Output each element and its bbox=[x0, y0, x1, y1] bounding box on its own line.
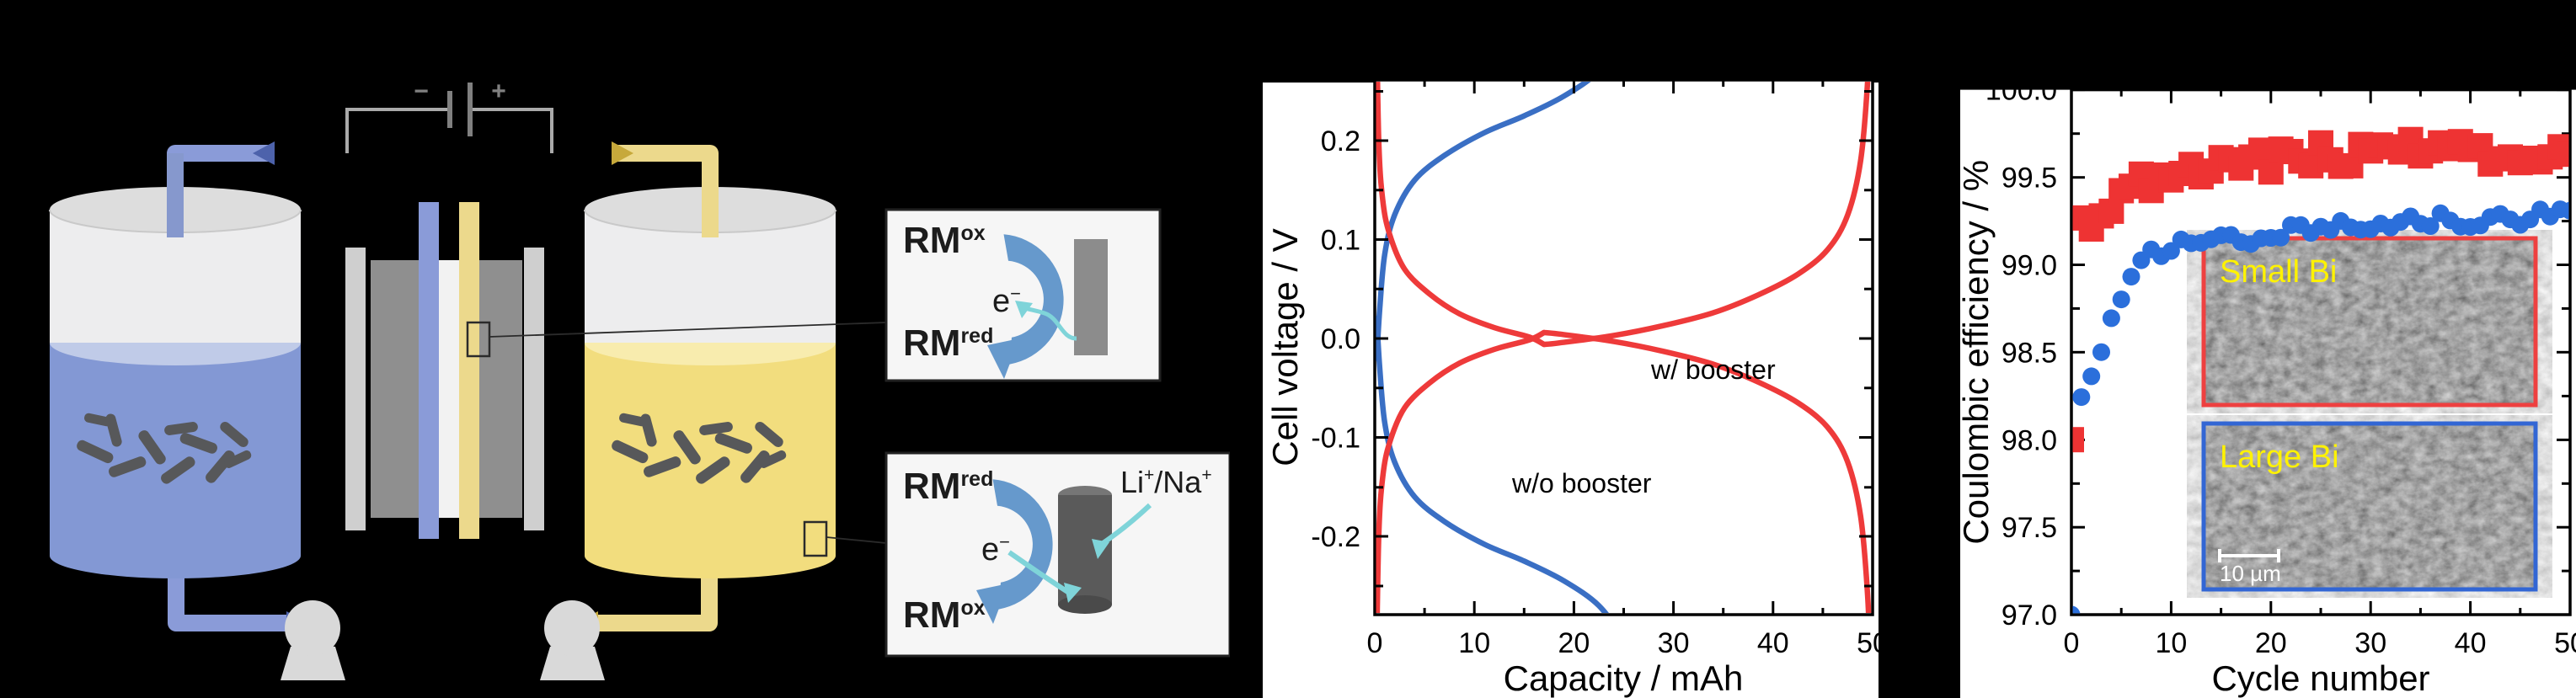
svg-text:0.2: 0.2 bbox=[1321, 125, 1360, 157]
svg-text:30: 30 bbox=[1658, 627, 1690, 659]
svg-text:w/ booster: w/ booster bbox=[1650, 354, 1776, 385]
svg-text:10 µm: 10 µm bbox=[2220, 561, 2281, 586]
svg-text:0: 0 bbox=[1367, 627, 1383, 659]
svg-text:0: 0 bbox=[2064, 627, 2080, 659]
svg-text:0.0: 0.0 bbox=[1321, 323, 1360, 355]
svg-text:Cell voltage / V: Cell voltage / V bbox=[1265, 228, 1305, 466]
svg-text:Small Bi: Small Bi bbox=[2220, 254, 2337, 290]
svg-text:98.5: 98.5 bbox=[2001, 337, 2057, 369]
svg-text:Capacity / mAh: Capacity / mAh bbox=[1504, 658, 1744, 698]
svg-text:99.0: 99.0 bbox=[2001, 250, 2057, 282]
svg-text:97.0: 97.0 bbox=[2001, 599, 2057, 631]
svg-text:-0.2: -0.2 bbox=[1311, 521, 1360, 553]
svg-text:99.5: 99.5 bbox=[2001, 163, 2057, 194]
svg-text:50: 50 bbox=[2554, 627, 2576, 659]
svg-text:30: 30 bbox=[2354, 627, 2386, 659]
svg-text:10: 10 bbox=[1458, 627, 1490, 659]
svg-text:w/o booster: w/o booster bbox=[1511, 468, 1652, 498]
svg-text:40: 40 bbox=[2455, 627, 2487, 659]
svg-text:10: 10 bbox=[2155, 627, 2187, 659]
svg-text:Coulombic efficiency / %: Coulombic efficiency / % bbox=[1956, 160, 1996, 545]
svg-text:40: 40 bbox=[1757, 627, 1789, 659]
svg-text:0.1: 0.1 bbox=[1321, 225, 1360, 257]
svg-text:−: − bbox=[414, 77, 429, 105]
svg-text:97.5: 97.5 bbox=[2001, 512, 2057, 544]
svg-text:Cycle number: Cycle number bbox=[2211, 658, 2429, 698]
svg-text:Li+/Na+: Li+/Na+ bbox=[1120, 465, 1212, 499]
svg-text:50: 50 bbox=[1857, 627, 1879, 659]
svg-text:20: 20 bbox=[2255, 627, 2287, 659]
svg-text:20: 20 bbox=[1558, 627, 1590, 659]
svg-text:-0.1: -0.1 bbox=[1311, 423, 1360, 455]
svg-text:98.0: 98.0 bbox=[2001, 424, 2057, 456]
svg-text:Large Bi: Large Bi bbox=[2220, 440, 2339, 475]
svg-text:100.0: 100.0 bbox=[1985, 75, 2057, 107]
svg-text:+: + bbox=[491, 77, 506, 105]
